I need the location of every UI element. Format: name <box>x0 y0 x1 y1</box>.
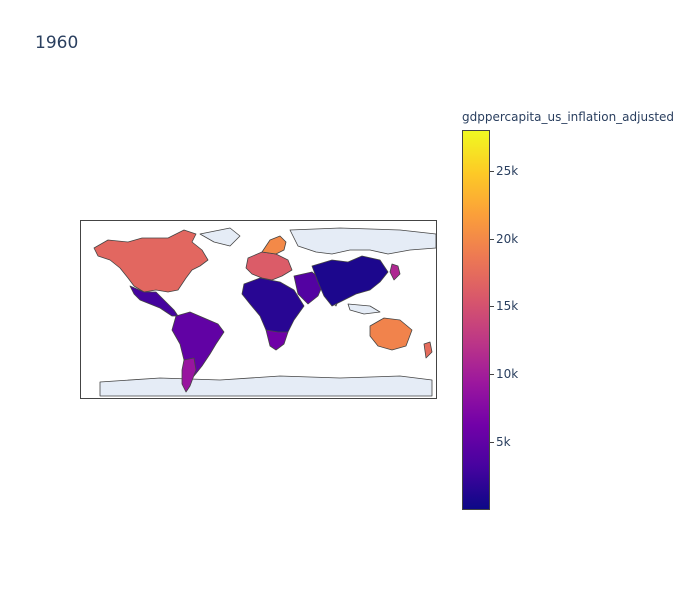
map-svg <box>80 220 437 399</box>
colorbar-tick-label: 20k <box>496 231 519 246</box>
map-region-no-data <box>199 227 241 247</box>
map-region[interactable] <box>311 255 389 307</box>
colorbar-title: gdppercapita_us_inflation_adjusted <box>462 110 675 124</box>
map-region[interactable] <box>369 317 413 351</box>
world-map[interactable] <box>80 220 437 399</box>
colorbar-tick-label: 15k <box>496 299 519 314</box>
colorbar-tick-label: 5k <box>496 435 511 450</box>
colorbar <box>462 130 490 510</box>
colorbar-tick-label: 10k <box>496 367 519 382</box>
map-region[interactable] <box>93 229 209 293</box>
colorbar-tick-mark <box>490 238 494 240</box>
map-region[interactable] <box>423 341 433 359</box>
chart-title: 1960 <box>35 33 79 53</box>
map-region[interactable] <box>181 357 197 393</box>
map-region-no-data <box>289 227 437 255</box>
map-region-no-data <box>99 375 433 397</box>
map-region[interactable] <box>293 271 325 305</box>
colorbar-tick-label: 25k <box>496 163 519 178</box>
map-region[interactable] <box>129 285 179 317</box>
colorbar-tick-mark <box>490 306 494 308</box>
colorbar-tick-mark <box>490 170 494 172</box>
map-region[interactable] <box>389 263 401 281</box>
colorbar-tick-mark <box>490 374 494 376</box>
map-region-no-data <box>347 303 381 315</box>
colorbar-tick-mark <box>490 442 494 444</box>
map-region[interactable] <box>265 329 289 351</box>
map-region[interactable] <box>261 235 287 255</box>
